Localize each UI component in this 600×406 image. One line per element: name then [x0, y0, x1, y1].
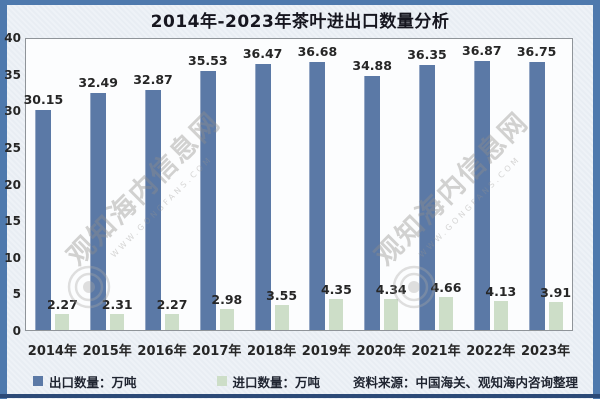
y-axis-tick-label: 40	[4, 31, 21, 45]
export-value-label: 34.88	[352, 58, 392, 73]
import-value-label: 2.31	[101, 297, 133, 312]
import-value-label: 4.34	[375, 282, 407, 297]
import-value-label: 4.35	[320, 282, 352, 297]
import-value-label: 2.27	[156, 297, 188, 312]
y-axis-tick-label: 5	[12, 287, 21, 302]
bottom-border-line	[0, 394, 600, 398]
legend-swatch-import-icon	[216, 376, 227, 386]
export-value-label: 30.15	[23, 92, 64, 107]
export-bar	[528, 62, 545, 330]
export-bar	[254, 64, 271, 330]
export-value-label: 36.68	[297, 44, 338, 59]
y-axis-tick-label: 20	[4, 177, 21, 192]
export-bar	[35, 110, 52, 330]
legend-swatch-export-icon	[33, 376, 43, 386]
import-value-label: 3.91	[540, 285, 572, 300]
y-axis-tick-label: 25	[4, 140, 21, 155]
x-axis-label: 2018年	[247, 344, 297, 359]
import-value-label: 4.66	[430, 280, 462, 295]
import-bar	[329, 299, 344, 330]
x-axis-label: 2023年	[521, 344, 571, 359]
x-axis-label: 2021年	[411, 344, 461, 359]
export-value-label: 32.49	[78, 75, 118, 90]
legend-label-export: 出口数量：万吨	[49, 374, 137, 390]
export-value-label: 35.53	[188, 53, 228, 68]
import-bar	[219, 309, 234, 330]
import-value-label: 2.98	[211, 292, 243, 307]
swirl-logo-icon	[67, 265, 111, 309]
legend: 出口数量：万吨 进口数量：万吨	[33, 372, 320, 390]
export-value-label: 32.87	[133, 72, 173, 87]
export-value-label: 36.47	[242, 46, 283, 61]
y-axis-tick-label: 10	[4, 250, 21, 265]
y-axis-tick-label: 15	[4, 214, 21, 229]
import-value-label: 4.13	[485, 284, 517, 299]
import-bar	[165, 314, 179, 330]
export-bar	[309, 62, 326, 330]
import-bar	[439, 297, 453, 330]
export-value-label: 36.87	[462, 43, 502, 58]
import-value-label: 2.27	[46, 297, 78, 312]
export-bar	[145, 90, 161, 330]
export-value-label: 36.75	[516, 44, 557, 59]
swirl-logo-icon	[392, 265, 436, 309]
import-bar	[493, 301, 508, 330]
y-axis-tick-label: 35	[4, 67, 21, 82]
import-value-label: 3.55	[266, 288, 298, 303]
export-value-label: 36.35	[407, 47, 447, 62]
source-text: 资料来源：中国海关、观知海内咨询整理	[352, 375, 578, 390]
export-bar	[364, 76, 381, 330]
x-axis-label: 2019年	[301, 344, 351, 359]
y-axis-tick-label: 30	[4, 104, 21, 119]
legend-item-export: 出口数量：万吨	[33, 372, 137, 391]
x-axis-label: 2015年	[82, 344, 132, 359]
import-bar	[110, 314, 125, 330]
import-bar	[274, 305, 289, 330]
chart-title: 2014年-2023年茶叶进出口数量分析	[150, 12, 450, 32]
x-axis-label: 2014年	[27, 344, 77, 359]
x-axis-label: 2022年	[466, 344, 516, 359]
export-bar	[199, 71, 216, 330]
import-bar	[548, 302, 563, 330]
legend-label-import: 进口数量：万吨	[232, 374, 321, 390]
y-axis-tick-label: 0	[12, 324, 21, 338]
x-axis-label: 2016年	[137, 344, 187, 359]
legend-item-import: 进口数量：万吨	[216, 372, 321, 391]
export-bar	[473, 61, 490, 330]
x-axis-label: 2020年	[356, 344, 406, 359]
import-bar	[384, 299, 399, 330]
import-bar	[55, 314, 70, 330]
export-bar	[419, 65, 435, 330]
x-axis-label: 2017年	[192, 344, 242, 359]
export-bar	[90, 93, 107, 330]
